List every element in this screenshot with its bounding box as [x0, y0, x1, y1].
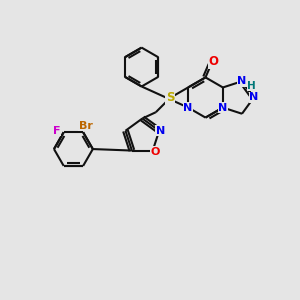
Text: Br: Br: [79, 121, 92, 130]
Text: F: F: [52, 126, 60, 136]
Text: N: N: [237, 76, 247, 86]
Text: N: N: [249, 92, 258, 103]
Text: S: S: [166, 91, 175, 104]
Text: H: H: [247, 81, 256, 91]
Text: N: N: [184, 103, 193, 112]
Text: O: O: [150, 147, 160, 157]
Text: O: O: [208, 55, 218, 68]
Text: N: N: [156, 126, 165, 136]
Text: N: N: [218, 103, 227, 112]
